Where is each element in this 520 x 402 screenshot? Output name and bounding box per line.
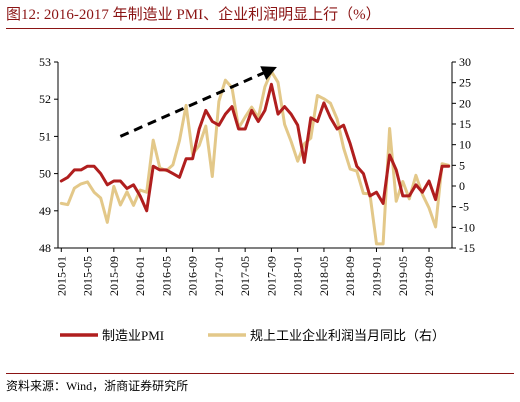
x-tick-label: 2016-05 [159, 256, 173, 296]
left-tick-label: 48 [39, 241, 51, 255]
x-tick-label: 2019-01 [369, 256, 383, 296]
right-tick-label: 15 [459, 117, 471, 131]
x-tick-label: 2016-01 [133, 256, 147, 296]
series-layer [59, 70, 451, 246]
series-line-pmi [59, 82, 451, 213]
title-divider [6, 28, 514, 29]
right-tick-label: 20 [459, 96, 471, 110]
x-tick-label: 2018-09 [343, 256, 357, 296]
x-tick-label: 2017-09 [264, 256, 278, 296]
right-tick-label: 5 [459, 158, 465, 172]
right-tick-label: -5 [459, 200, 469, 214]
right-axis-ticks: -15 -10 -5 0 5 10 15 20 25 30 [452, 55, 475, 255]
series-line-profit [59, 70, 451, 246]
legend-label-profit: 规上工业企业利润当月同比（右） [250, 328, 445, 343]
trend-arrow [119, 66, 277, 138]
x-tick-label: 2018-05 [317, 256, 331, 296]
source-note: 资料来源：Wind，浙商证券研究所 [6, 379, 189, 393]
left-tick-label: 53 [39, 55, 51, 69]
right-tick-label: 10 [459, 138, 471, 152]
left-tick-label: 50 [39, 167, 51, 181]
x-tick-label: 2015-09 [107, 256, 121, 296]
left-tick-label: 49 [39, 204, 51, 218]
x-tick-label: 2016-09 [186, 256, 200, 296]
right-tick-label: 25 [459, 76, 471, 90]
chart-axes [57, 62, 453, 249]
x-tick-label: 2017-05 [238, 256, 252, 296]
right-tick-label: 0 [459, 179, 465, 193]
x-tick-label: 2018-01 [291, 256, 305, 296]
right-tick-label: -15 [459, 241, 475, 255]
left-axis-ticks: 48 49 50 51 52 53 [39, 55, 58, 255]
chart-title: 图12: 2016-2017 年制造业 PMI、企业利润明显上行（%） [6, 7, 381, 23]
x-tick-label: 2015-01 [54, 256, 68, 296]
x-tick-label: 2015-05 [81, 256, 95, 296]
right-tick-label: 30 [459, 55, 471, 69]
x-tick-label: 2017-01 [212, 256, 226, 296]
x-axis-ticks: 2015-01 2015-05 2015-09 2016-01 2016-05 2016-… [54, 248, 436, 296]
legend-label-pmi: 制造业PMI [102, 328, 164, 343]
left-tick-label: 51 [39, 129, 51, 143]
x-tick-label: 2019-05 [396, 256, 410, 296]
x-tick-label: 2019-09 [422, 256, 436, 296]
right-tick-label: -10 [459, 220, 475, 234]
left-tick-label: 52 [39, 92, 51, 106]
source-divider [6, 373, 514, 374]
legend: 制造业PMI 规上工业企业利润当月同比（右） [60, 328, 445, 343]
